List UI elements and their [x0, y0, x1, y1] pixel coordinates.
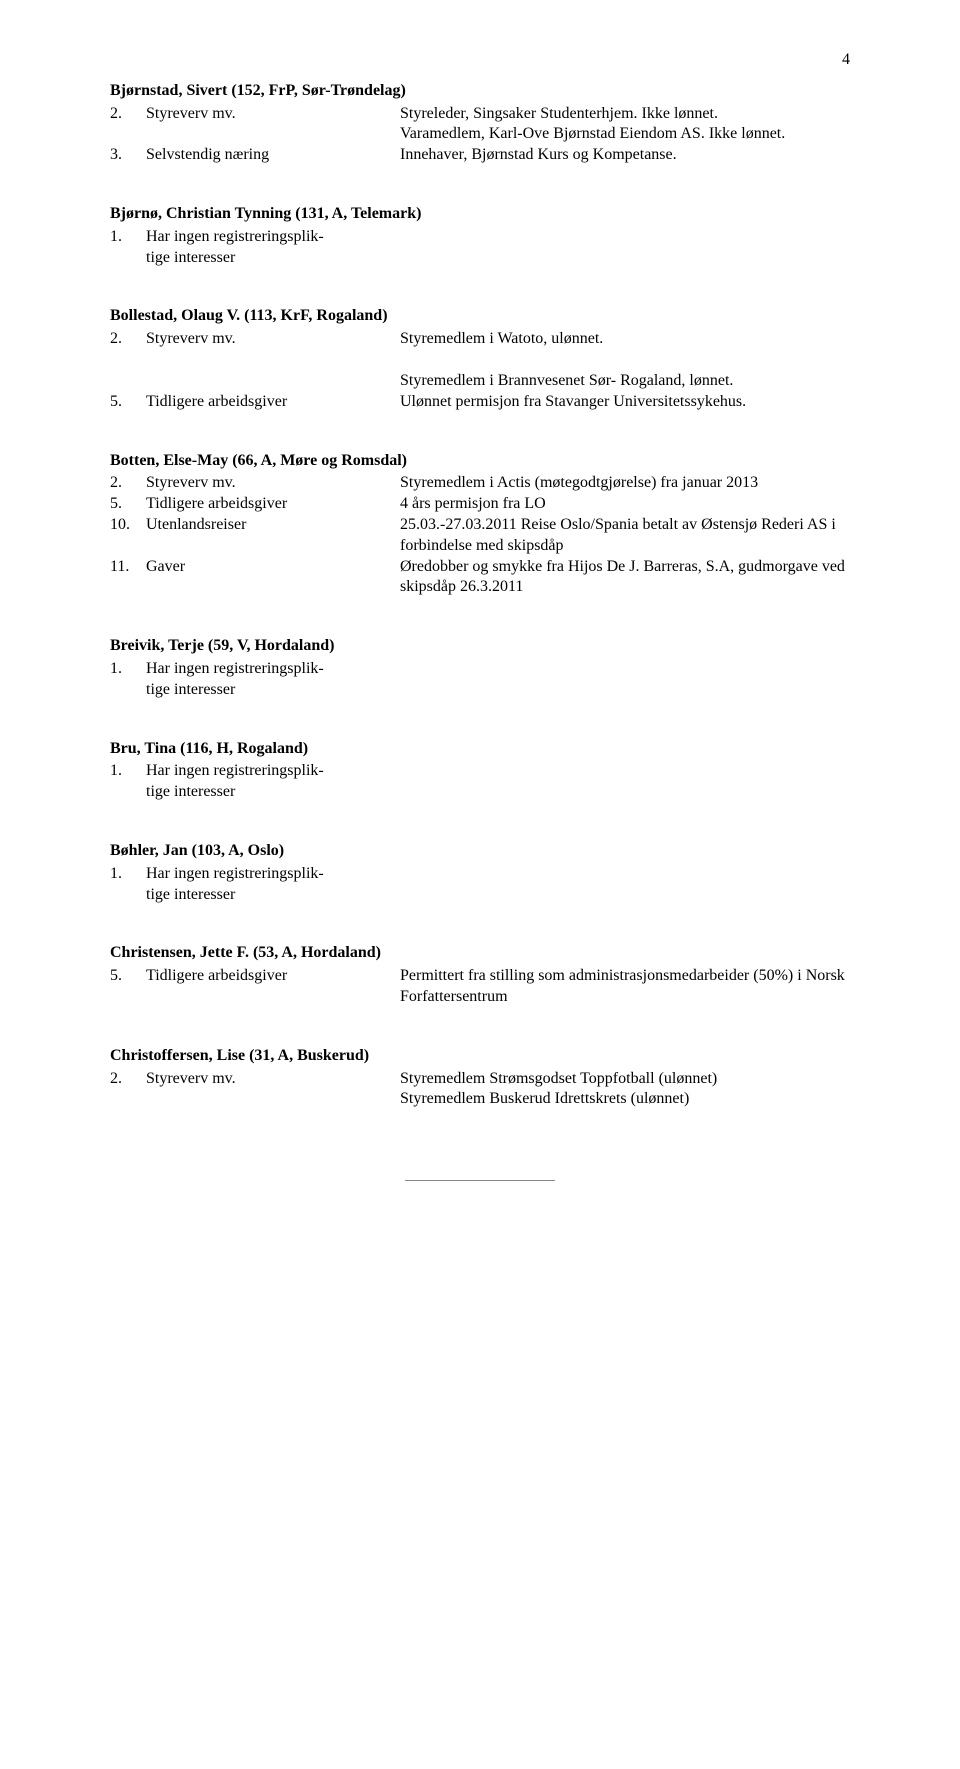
row-label: Har ingen registreringsplik-	[146, 864, 400, 885]
entry-row: 1.Har ingen registreringsplik-	[110, 761, 850, 782]
row-number: 11.	[110, 557, 146, 578]
entry-name: Bollestad, Olaug V. (113, KrF, Rogaland)	[110, 306, 850, 327]
row-value: 4 års permisjon fra LO	[400, 494, 850, 515]
row-value: Ulønnet permisjon fra Stavanger Universi…	[400, 392, 850, 413]
row-label: tige interesser	[146, 885, 400, 906]
row-label: Har ingen registreringsplik-	[146, 761, 400, 782]
page-number: 4	[110, 50, 850, 71]
entry-row: tige interesser	[110, 782, 850, 803]
entry-name: Bøhler, Jan (103, A, Oslo)	[110, 841, 850, 862]
entry: Bru, Tina (116, H, Rogaland)1.Har ingen …	[110, 739, 850, 803]
entry-name: Bjørnstad, Sivert (152, FrP, Sør-Trøndel…	[110, 81, 850, 102]
row-label: Styreverv mv.	[146, 104, 400, 125]
row-value: Varamedlem, Karl-Ove Bjørnstad Eiendom A…	[400, 124, 850, 145]
entry: Christensen, Jette F. (53, A, Hordaland)…	[110, 943, 850, 1007]
entry-row: 5.Tidligere arbeidsgiver4 års permisjon …	[110, 494, 850, 515]
entries-container: Bjørnstad, Sivert (152, FrP, Sør-Trøndel…	[110, 81, 850, 1110]
entry-name: Bru, Tina (116, H, Rogaland)	[110, 739, 850, 760]
row-number: 5.	[110, 392, 146, 413]
row-value: Styremedlem Buskerud Idrettskrets (ulønn…	[400, 1089, 850, 1110]
row-number: 2.	[110, 473, 146, 494]
entry-row: 2.Styreverv mv.Styremedlem i Actis (møte…	[110, 473, 850, 494]
row-label: Styreverv mv.	[146, 473, 400, 494]
row-value: Styreleder, Singsaker Studenterhjem. Ikk…	[400, 104, 850, 125]
entry-row: tige interesser	[110, 248, 850, 269]
row-value: Styremedlem Strømsgodset Toppfotball (ul…	[400, 1069, 850, 1090]
entry-row: tige interesser	[110, 680, 850, 701]
row-value: Innehaver, Bjørnstad Kurs og Kompetanse.	[400, 145, 850, 166]
entry-name: Christoffersen, Lise (31, A, Buskerud)	[110, 1046, 850, 1067]
entry: Breivik, Terje (59, V, Hordaland)1.Har i…	[110, 636, 850, 700]
entry-row: 10.Utenlandsreiser25.03.-27.03.2011 Reis…	[110, 515, 850, 557]
row-label: tige interesser	[146, 248, 400, 269]
row-label: Utenlandsreiser	[146, 515, 400, 536]
row-label: Selvstendig næring	[146, 145, 400, 166]
row-label: tige interesser	[146, 782, 400, 803]
row-number: 5.	[110, 494, 146, 515]
row-number: 10.	[110, 515, 146, 536]
row-number: 3.	[110, 145, 146, 166]
row-label: Tidligere arbeidsgiver	[146, 494, 400, 515]
entry-row: 3.Selvstendig næringInnehaver, Bjørnstad…	[110, 145, 850, 166]
entry-row: tige interesser	[110, 885, 850, 906]
row-label: Styreverv mv.	[146, 1069, 400, 1090]
row-label: Gaver	[146, 557, 400, 578]
row-number: 1.	[110, 761, 146, 782]
row-number: 1.	[110, 659, 146, 680]
entry-row: 5.Tidligere arbeidsgiverUlønnet permisjo…	[110, 392, 850, 413]
entry-row: 1.Har ingen registreringsplik-	[110, 659, 850, 680]
entry: Bjørnø, Christian Tynning (131, A, Telem…	[110, 204, 850, 268]
entry: Christoffersen, Lise (31, A, Buskerud)2.…	[110, 1046, 850, 1110]
row-value: Øredobber og smykke fra Hijos De J. Barr…	[400, 557, 850, 599]
row-value: Styremedlem i Watoto, ulønnet.	[400, 329, 850, 350]
entry-row: 2.Styreverv mv.Styremedlem i Watoto, ulø…	[110, 329, 850, 350]
entry: Bøhler, Jan (103, A, Oslo)1.Har ingen re…	[110, 841, 850, 905]
row-label: Tidligere arbeidsgiver	[146, 392, 400, 413]
row-value: 25.03.-27.03.2011 Reise Oslo/Spania beta…	[400, 515, 850, 557]
row-label: Har ingen registreringsplik-	[146, 659, 400, 680]
entry: Bollestad, Olaug V. (113, KrF, Rogaland)…	[110, 306, 850, 412]
row-number: 1.	[110, 227, 146, 248]
entry-name: Bjørnø, Christian Tynning (131, A, Telem…	[110, 204, 850, 225]
row-value: Styremedlem i Actis (møtegodtgjørelse) f…	[400, 473, 850, 494]
entry: Botten, Else-May (66, A, Møre og Romsdal…	[110, 451, 850, 599]
entry-row: 1.Har ingen registreringsplik-	[110, 227, 850, 248]
row-label: Tidligere arbeidsgiver	[146, 966, 400, 987]
row-number: 2.	[110, 1069, 146, 1090]
entry-row: Varamedlem, Karl-Ove Bjørnstad Eiendom A…	[110, 124, 850, 145]
entry-name: Christensen, Jette F. (53, A, Hordaland)	[110, 943, 850, 964]
row-label: tige interesser	[146, 680, 400, 701]
entry-row: 11.GaverØredobber og smykke fra Hijos De…	[110, 557, 850, 599]
entry-name: Breivik, Terje (59, V, Hordaland)	[110, 636, 850, 657]
entry-row: Styremedlem i Brannvesenet Sør- Rogaland…	[110, 371, 850, 392]
entry-row: Styremedlem Buskerud Idrettskrets (ulønn…	[110, 1089, 850, 1110]
footer-rule	[405, 1180, 555, 1181]
row-value: Permittert fra stilling som administrasj…	[400, 966, 850, 1008]
row-value: Styremedlem i Brannvesenet Sør- Rogaland…	[400, 371, 850, 392]
entry-row: 2.Styreverv mv.Styreleder, Singsaker Stu…	[110, 104, 850, 125]
row-label: Styreverv mv.	[146, 329, 400, 350]
entry-row: 5.Tidligere arbeidsgiverPermittert fra s…	[110, 966, 850, 1008]
entry: Bjørnstad, Sivert (152, FrP, Sør-Trøndel…	[110, 81, 850, 166]
row-label: Har ingen registreringsplik-	[146, 227, 400, 248]
row-number: 2.	[110, 329, 146, 350]
entry-row: 2.Styreverv mv.Styremedlem Strømsgodset …	[110, 1069, 850, 1090]
row-number: 2.	[110, 104, 146, 125]
row-number: 5.	[110, 966, 146, 987]
entry-name: Botten, Else-May (66, A, Møre og Romsdal…	[110, 451, 850, 472]
entry-row: 1.Har ingen registreringsplik-	[110, 864, 850, 885]
row-number: 1.	[110, 864, 146, 885]
spacer	[110, 350, 850, 371]
